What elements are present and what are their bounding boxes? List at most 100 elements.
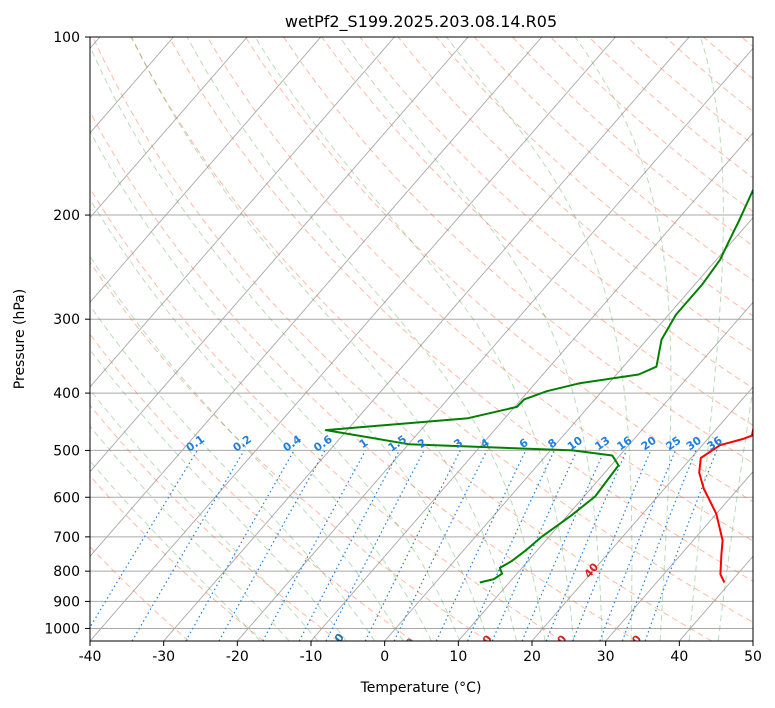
isotherm-line bbox=[90, 37, 395, 388]
isotherm-line bbox=[90, 37, 248, 219]
x-tick-label: -10 bbox=[300, 649, 323, 665]
isotherm-line bbox=[678, 555, 753, 641]
moist-adiabat-line bbox=[574, 37, 672, 641]
isotherm-line bbox=[163, 37, 690, 641]
dry-adiabat-line bbox=[397, 37, 753, 353]
x-axis: -40 -30 -20 -10 0 10 20 30 40 50 bbox=[79, 641, 762, 665]
y-tick-label: 400 bbox=[53, 386, 80, 402]
mixing-ratio-label: 3 bbox=[451, 436, 465, 451]
x-tick-label: 20 bbox=[523, 649, 541, 665]
chart-title: wetPf2_S199.2025.203.08.14.R05 bbox=[285, 12, 557, 32]
dry-adiabat-line bbox=[90, 187, 563, 641]
moist-adiabat-line bbox=[90, 425, 290, 641]
mixing-ratio-line bbox=[262, 450, 367, 641]
mixing-ratio-line bbox=[218, 450, 326, 641]
x-axis-label: Temperature (°C) bbox=[360, 680, 482, 696]
mixing-ratio-line bbox=[644, 450, 718, 641]
moist-adiabat-line bbox=[688, 37, 724, 641]
moist-adiabat-line bbox=[131, 37, 517, 641]
x-tick-label: 10 bbox=[449, 649, 467, 665]
dry-adiabat-line bbox=[741, 37, 753, 48]
x-tick-label: 0 bbox=[380, 649, 389, 665]
dry-adiabat-line bbox=[206, 37, 753, 542]
mixing-ratio-line bbox=[364, 450, 461, 641]
dry-adiabat-line bbox=[588, 37, 753, 179]
mixing-ratio-line bbox=[435, 450, 527, 641]
moist-adiabat-line bbox=[717, 385, 753, 641]
moist-adiabat-line bbox=[90, 304, 376, 641]
y-axis: 1000 900 800 700 600 500 400 300 200 100 bbox=[44, 30, 90, 637]
isotherm-line bbox=[531, 386, 753, 641]
dry-adiabat-line bbox=[512, 37, 753, 247]
mixing-ratio-line bbox=[90, 450, 198, 629]
dry-adiabat-label: 10 bbox=[475, 632, 495, 652]
dry-adiabat-line bbox=[130, 37, 753, 623]
isotherm-line bbox=[236, 47, 753, 641]
moist-adiabat-line bbox=[90, 45, 489, 641]
moist-adiabat-line bbox=[254, 37, 575, 641]
isotherm-line bbox=[457, 301, 753, 641]
mixing-ratio-line bbox=[599, 450, 676, 641]
moist-adiabat-line bbox=[90, 198, 432, 641]
moist-adiabat-line bbox=[445, 37, 633, 641]
dry-adiabat-line bbox=[90, 404, 339, 641]
y-tick-label: 100 bbox=[53, 30, 80, 46]
mixing-ratio-label: 1.5 bbox=[386, 433, 409, 455]
temperature-profile-line bbox=[698, 428, 753, 583]
dry-adiabat-line bbox=[90, 110, 638, 641]
isotherm-line bbox=[90, 37, 616, 641]
moist-adiabat-line bbox=[339, 37, 603, 641]
mixing-ratio-label: 2 bbox=[415, 436, 429, 451]
moist-adiabat-line bbox=[90, 255, 404, 641]
x-tick-label: -20 bbox=[226, 649, 249, 665]
dry-adiabat-line bbox=[90, 333, 414, 641]
dry-adiabat-line bbox=[90, 475, 264, 641]
isotherm-line bbox=[90, 37, 469, 473]
dry-adiabat-line bbox=[90, 545, 190, 641]
isotherm-line bbox=[384, 216, 753, 641]
dry-adiabat-line bbox=[435, 37, 753, 317]
x-tick-label: -30 bbox=[152, 649, 175, 665]
mixing-ratio-line bbox=[521, 450, 605, 641]
dry-adiabat-line bbox=[359, 37, 753, 389]
mixing-ratio-line bbox=[131, 450, 245, 641]
y-tick-label: 1000 bbox=[44, 621, 80, 637]
x-tick-label: 30 bbox=[597, 649, 615, 665]
mixing-ratio-line bbox=[572, 450, 652, 641]
x-tick-label: -40 bbox=[79, 649, 102, 665]
mixing-ratio-line bbox=[621, 450, 697, 641]
isotherm-line bbox=[605, 470, 753, 641]
mixing-ratio-label: 0.4 bbox=[280, 432, 304, 454]
dry-adiabat-line bbox=[664, 37, 753, 113]
isotherm-line bbox=[752, 640, 753, 641]
mixing-ratio-line bbox=[491, 450, 578, 641]
dry-adiabat-label: 40 bbox=[582, 560, 602, 580]
dry-adiabat-line bbox=[90, 261, 488, 641]
x-tick-label: 40 bbox=[670, 649, 688, 665]
moist-adiabat-line bbox=[90, 460, 261, 641]
mixing-ratio-label: 0.1 bbox=[184, 433, 207, 455]
moist-adiabat-line bbox=[90, 348, 347, 641]
moist-adiabat-line bbox=[186, 37, 546, 641]
dry-adiabat-line bbox=[244, 37, 753, 503]
dry-adiabat-label: 20 bbox=[550, 632, 570, 652]
dry-adiabat-line bbox=[92, 37, 712, 641]
mixing-ratio-label: 0.6 bbox=[311, 432, 335, 454]
y-tick-label: 500 bbox=[53, 443, 80, 459]
y-tick-label: 200 bbox=[53, 208, 80, 224]
dry-adiabat-label: 30 bbox=[624, 632, 644, 652]
x-tick-label: 50 bbox=[744, 649, 762, 665]
y-tick-label: 700 bbox=[53, 530, 80, 546]
background-lines bbox=[90, 37, 753, 641]
isotherm-line bbox=[310, 132, 753, 641]
series-layer bbox=[324, 188, 753, 584]
dry-adiabat-line bbox=[702, 37, 753, 80]
y-axis-label: Pressure (hPa) bbox=[12, 289, 28, 389]
y-tick-label: 800 bbox=[53, 564, 80, 580]
mixing-ratio-line bbox=[393, 450, 488, 641]
y-tick-label: 300 bbox=[53, 312, 80, 328]
mixing-ratio-label: 4 bbox=[478, 436, 492, 451]
dry-adiabat-label: -10 bbox=[324, 631, 347, 655]
moist-adiabat-line bbox=[90, 130, 461, 641]
